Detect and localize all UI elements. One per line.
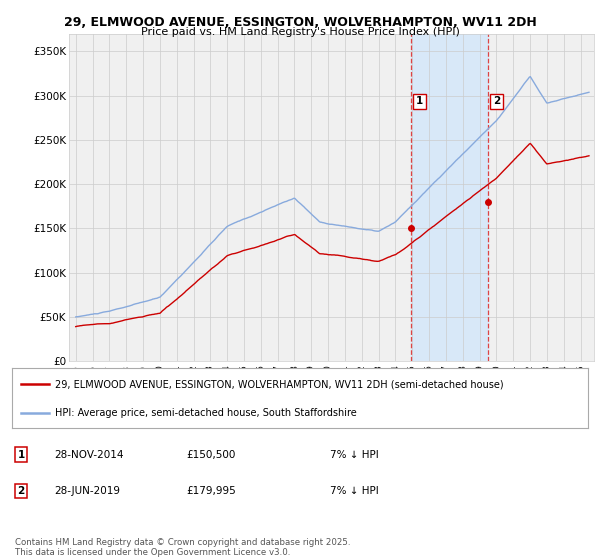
Bar [411, 34, 488, 361]
Text: 2: 2 [493, 96, 500, 106]
Text: 2: 2 [17, 486, 25, 496]
Text: HPI: Average price, semi-detached house, South Staffordshire: HPI: Average price, semi-detached house,… [55, 408, 357, 418]
Text: Contains HM Land Registry data © Crown copyright and database right 2025.
This d: Contains HM Land Registry data © Crown c… [15, 538, 350, 557]
Text: 29, ELMWOOD AVENUE, ESSINGTON, WOLVERHAMPTON, WV11 2DH: 29, ELMWOOD AVENUE, ESSINGTON, WOLVERHAM… [64, 16, 536, 29]
Text: £179,995: £179,995 [186, 486, 236, 496]
Text: 28-NOV-2014: 28-NOV-2014 [54, 450, 124, 460]
Text: Price paid vs. HM Land Registry's House Price Index (HPI): Price paid vs. HM Land Registry's House … [140, 27, 460, 37]
Text: 29, ELMWOOD AVENUE, ESSINGTON, WOLVERHAMPTON, WV11 2DH (semi-detached house): 29, ELMWOOD AVENUE, ESSINGTON, WOLVERHAM… [55, 379, 504, 389]
Text: 1: 1 [17, 450, 25, 460]
Text: 1: 1 [416, 96, 423, 106]
Text: 7% ↓ HPI: 7% ↓ HPI [330, 486, 379, 496]
Text: 7% ↓ HPI: 7% ↓ HPI [330, 450, 379, 460]
Text: 28-JUN-2019: 28-JUN-2019 [54, 486, 120, 496]
Text: £150,500: £150,500 [186, 450, 235, 460]
